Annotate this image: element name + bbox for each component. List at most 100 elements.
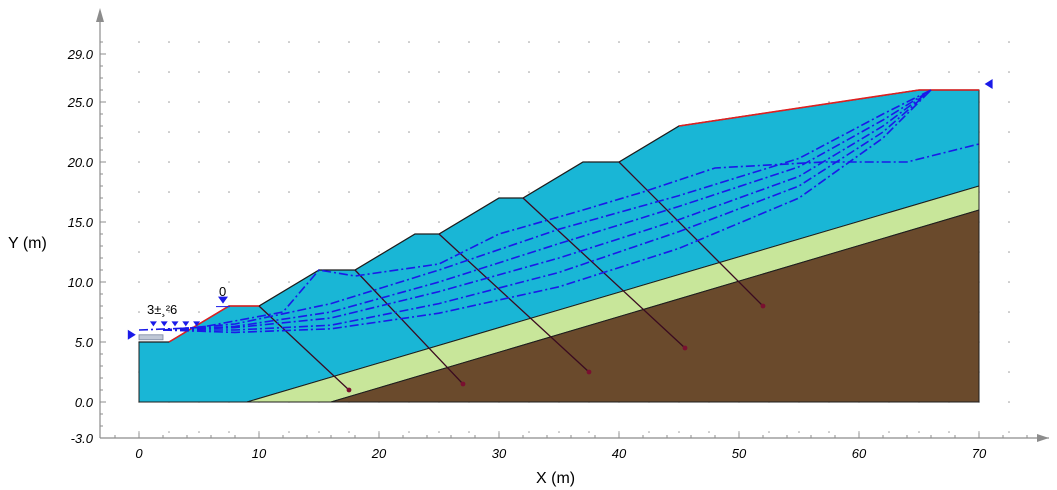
grid-dot <box>618 41 620 43</box>
grid-dot <box>798 41 800 43</box>
grid-dot <box>378 71 380 73</box>
grid-dot <box>678 41 680 43</box>
y-tick-label: 10.0 <box>68 275 94 290</box>
grid-dot <box>348 41 350 43</box>
grid-dot <box>558 41 560 43</box>
grid-dot <box>408 71 410 73</box>
grid-dot <box>288 191 290 193</box>
grid-dot <box>888 71 890 73</box>
grid-dot <box>258 281 260 283</box>
grid-dot <box>498 131 500 133</box>
grid-dot <box>198 431 200 433</box>
grid-dot <box>348 221 350 223</box>
grid-dot <box>648 71 650 73</box>
grid-dot <box>828 71 830 73</box>
grid-dot <box>858 41 860 43</box>
grid-dot <box>348 191 350 193</box>
grid-dot <box>438 131 440 133</box>
grid-dot <box>138 71 140 73</box>
grid-dot <box>1008 161 1010 163</box>
grid-dot <box>198 311 200 313</box>
grid-dot <box>168 251 170 253</box>
grid-dot <box>138 281 140 283</box>
slip-surfaces <box>138 89 980 334</box>
grid-dot <box>468 131 470 133</box>
grid-dot <box>1008 371 1010 373</box>
grid-dot <box>198 281 200 283</box>
grid-dot <box>768 431 770 433</box>
grid-dot <box>378 221 380 223</box>
grid-dot <box>288 71 290 73</box>
grid-dot <box>288 221 290 223</box>
grid-dot <box>918 71 920 73</box>
grid-dot <box>678 431 680 433</box>
grid-dot <box>228 221 230 223</box>
grid-dot <box>198 191 200 193</box>
left-annotation-label: 3±¸²6 <box>147 302 177 317</box>
grid-dot <box>258 41 260 43</box>
grid-dot <box>498 161 500 163</box>
surface-segment-crest <box>678 89 979 127</box>
grid-dot <box>288 161 290 163</box>
grid-dot <box>438 431 440 433</box>
slip-surface-line <box>162 89 932 334</box>
grid-dot <box>558 71 560 73</box>
grid-dot <box>648 431 650 433</box>
grid-dot <box>168 41 170 43</box>
grid-dot <box>258 221 260 223</box>
grid-dot <box>198 41 200 43</box>
water-marker-small <box>149 321 157 327</box>
grid-dot <box>408 431 410 433</box>
x-tick-label: 30 <box>492 446 507 461</box>
grid-dot <box>228 191 230 193</box>
x-tick-label: 20 <box>371 446 387 461</box>
markers <box>127 79 993 341</box>
grid-dot <box>138 191 140 193</box>
grid-dot <box>828 41 830 43</box>
grid-dot <box>438 161 440 163</box>
grid-dot <box>228 71 230 73</box>
grid-dot <box>858 71 860 73</box>
slip-surface-line <box>162 89 932 331</box>
grid-dot <box>258 71 260 73</box>
y-axis-arrowhead <box>96 8 104 22</box>
grid-dot <box>348 101 350 103</box>
grid-dot <box>168 221 170 223</box>
slip-surface-line <box>162 89 932 331</box>
grid-dot <box>288 131 290 133</box>
y-tick-label: 20.0 <box>67 155 94 170</box>
water-table-marker <box>218 296 228 304</box>
x-axis-arrowhead <box>1037 434 1049 442</box>
grid-dot <box>438 191 440 193</box>
grid-dot <box>168 191 170 193</box>
grid-dot <box>738 41 740 43</box>
grid-dot <box>408 161 410 163</box>
grid-dot <box>588 431 590 433</box>
grid-dot <box>318 71 320 73</box>
grid-dot <box>528 71 530 73</box>
grid-dot <box>1008 71 1010 73</box>
grid-dot <box>1008 221 1010 223</box>
grid-dot <box>618 131 620 133</box>
grid-dot <box>768 41 770 43</box>
grid-dot <box>738 431 740 433</box>
grid-dot <box>708 41 710 43</box>
grid-dot <box>288 431 290 433</box>
grid-dot <box>138 131 140 133</box>
grid-dot <box>1008 341 1010 343</box>
grid-dot <box>768 71 770 73</box>
y-tick-label: 0.0 <box>75 395 94 410</box>
soil-layers <box>138 89 980 403</box>
grid-dot <box>168 281 170 283</box>
grid-dot <box>258 191 260 193</box>
grid-dot <box>438 101 440 103</box>
grid-dot <box>828 101 830 103</box>
grid-dot <box>978 71 980 73</box>
grid-dot <box>138 431 140 433</box>
grid-dot <box>438 41 440 43</box>
grid-dot <box>258 431 260 433</box>
grid-dot <box>528 191 530 193</box>
grid-dot <box>798 71 800 73</box>
grid-dot <box>348 131 350 133</box>
slip-surface-line <box>163 89 932 331</box>
